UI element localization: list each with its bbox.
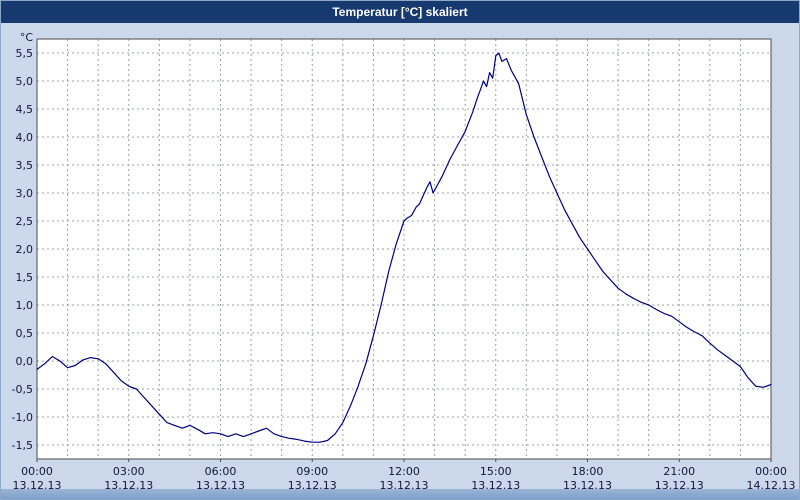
svg-text:-0,5: -0,5	[12, 383, 33, 396]
svg-text:5,0: 5,0	[16, 75, 34, 88]
svg-text:0,5: 0,5	[16, 327, 34, 340]
svg-text:18:00: 18:00	[572, 465, 604, 478]
svg-text:5,5: 5,5	[16, 47, 34, 60]
svg-text:13.12.13: 13.12.13	[380, 479, 429, 491]
svg-text:2,5: 2,5	[16, 215, 34, 228]
svg-text:13.12.13: 13.12.13	[563, 479, 612, 491]
svg-text:14.12.13: 14.12.13	[747, 479, 796, 491]
svg-text:00:00: 00:00	[21, 465, 53, 478]
svg-text:13.12.13: 13.12.13	[288, 479, 337, 491]
svg-text:13.12.13: 13.12.13	[13, 479, 62, 491]
svg-text:0,0: 0,0	[16, 355, 34, 368]
svg-text:-1,0: -1,0	[12, 411, 33, 424]
temperature-line-chart: 5,5 5,0 4,5 4,0 3,5 3,0 2,5 2,0 1,5 1,0 0,5 0,0 -0,5…	[12, 38, 796, 491]
svg-text:09:00: 09:00	[296, 465, 328, 478]
svg-text:13.12.13: 13.12.13	[104, 479, 153, 491]
svg-text:4,5: 4,5	[16, 103, 34, 116]
svg-text:06:00: 06:00	[205, 465, 237, 478]
y-axis-unit-label: °C	[19, 31, 33, 44]
svg-text:13.12.13: 13.12.13	[196, 479, 245, 491]
chart-title: Temperatur [°C] skaliert	[332, 5, 468, 19]
svg-text:15:00: 15:00	[480, 465, 512, 478]
svg-text:21:00: 21:00	[663, 465, 695, 478]
svg-text:-1,5: -1,5	[12, 439, 33, 452]
bottom-strip	[1, 489, 799, 499]
svg-text:2,0: 2,0	[16, 243, 34, 256]
svg-text:1,5: 1,5	[16, 271, 34, 284]
svg-text:4,0: 4,0	[16, 131, 34, 144]
svg-text:3,0: 3,0	[16, 187, 34, 200]
title-bar: Temperatur [°C] skaliert	[1, 1, 799, 23]
svg-text:12:00: 12:00	[388, 465, 420, 478]
svg-text:3,5: 3,5	[16, 159, 34, 172]
svg-text:13.12.13: 13.12.13	[655, 479, 704, 491]
chart-area: °C 5,5 5,0 4,5 4,0 3,5 3,0 2,5 2,0 1,5 1,0 0,5 0,0 -…	[1, 23, 799, 491]
svg-text:00:00: 00:00	[755, 465, 787, 478]
svg-text:13.12.13: 13.12.13	[471, 479, 520, 491]
svg-text:1,0: 1,0	[16, 299, 34, 312]
svg-text:03:00: 03:00	[113, 465, 145, 478]
